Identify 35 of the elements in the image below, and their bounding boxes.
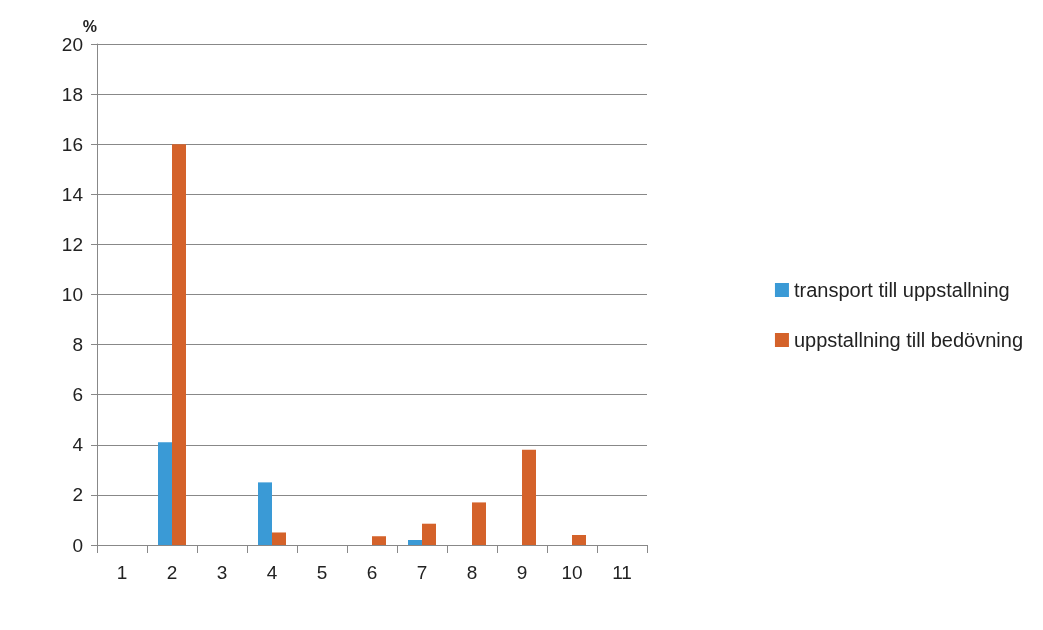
y-tick-label: 2 bbox=[72, 484, 83, 506]
x-tick-label: 4 bbox=[266, 562, 278, 583]
y-tick-label: 0 bbox=[72, 534, 83, 556]
x-tick-label: 1 bbox=[116, 562, 128, 583]
x-tick-label: 8 bbox=[466, 562, 478, 583]
y-tick-label: 16 bbox=[61, 133, 83, 155]
bar bbox=[572, 534, 586, 545]
bar bbox=[422, 523, 436, 545]
y-tick-label: 18 bbox=[61, 83, 83, 105]
bar bbox=[372, 536, 386, 545]
y-tick-label: 14 bbox=[61, 183, 84, 205]
y-tick-label: 6 bbox=[72, 384, 83, 406]
y-axis-title: % bbox=[82, 17, 97, 35]
x-tick-label: 2 bbox=[166, 562, 178, 583]
legend-label: transport till uppstallning bbox=[793, 279, 1010, 301]
y-tick-label: 12 bbox=[61, 233, 83, 255]
y-tick-label: 10 bbox=[61, 284, 83, 305]
y-tick-label: 8 bbox=[72, 334, 83, 356]
y-tick-label: 4 bbox=[72, 434, 84, 456]
x-tick-label: 3 bbox=[216, 562, 228, 583]
y-tick-label: 20 bbox=[61, 33, 83, 55]
x-tick-label: 7 bbox=[416, 562, 428, 583]
x-tick-label: 11 bbox=[612, 562, 632, 583]
x-tick-label: 6 bbox=[366, 562, 378, 583]
bar bbox=[272, 532, 286, 545]
bar bbox=[472, 502, 486, 545]
x-tick-label: 9 bbox=[516, 562, 528, 583]
bar bbox=[522, 449, 536, 545]
legend-label: uppstallning till bedövning bbox=[793, 329, 1024, 351]
x-tick-label: 10 bbox=[561, 562, 583, 583]
bar bbox=[158, 442, 172, 545]
bar bbox=[258, 482, 272, 545]
x-tick-label: 5 bbox=[316, 562, 328, 583]
bar bbox=[408, 539, 422, 545]
bar bbox=[172, 144, 186, 545]
